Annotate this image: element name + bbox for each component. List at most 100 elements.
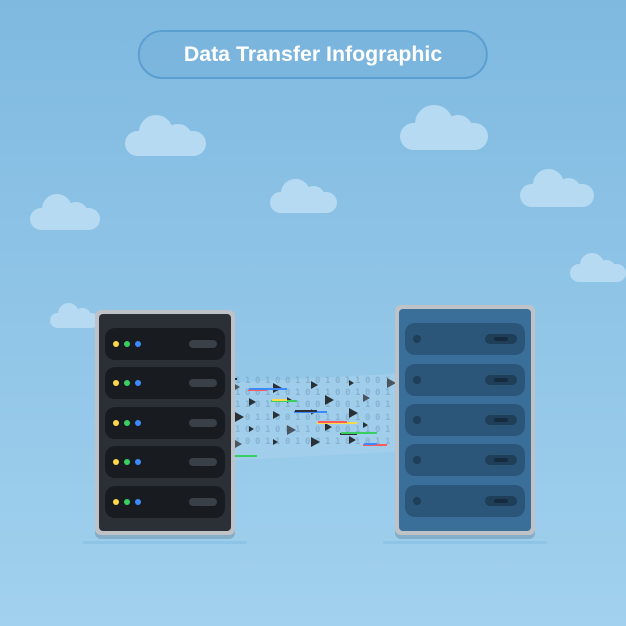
arrow-right-icon (235, 412, 244, 422)
binary-bit: 1 (295, 413, 300, 423)
data-stream: 0110100110101100100100110101100100110110… (225, 378, 405, 456)
binary-bit: 1 (385, 437, 390, 447)
server-bay (105, 486, 225, 518)
drive-slot-icon (485, 455, 517, 465)
binary-bit: 0 (245, 413, 250, 423)
status-led-icon (124, 341, 130, 347)
server-left-base (83, 541, 247, 544)
binary-bit: 1 (335, 437, 340, 447)
binary-bit: 1 (385, 388, 390, 398)
binary-bit: 1 (295, 437, 300, 447)
infographic-canvas: Data Transfer Infographic 01101001101011… (0, 0, 626, 626)
drive-handle-icon (189, 458, 217, 466)
binary-bit: 1 (255, 413, 260, 423)
binary-bit: 1 (235, 400, 240, 410)
binary-bit: 1 (385, 400, 390, 410)
binary-bit: 1 (235, 425, 240, 435)
binary-bit: 1 (385, 425, 390, 435)
binary-bit: 0 (275, 425, 280, 435)
cloud-icon (50, 300, 99, 328)
status-led-icon (124, 499, 130, 505)
binary-bit: 0 (245, 437, 250, 447)
data-streak (272, 399, 287, 401)
status-led-icon (113, 499, 119, 505)
binary-bit: 1 (245, 376, 250, 386)
binary-bit: 1 (295, 388, 300, 398)
status-led-icon (413, 456, 421, 464)
arrow-right-icon (249, 398, 256, 406)
drive-slot-icon (485, 334, 517, 344)
arrow-right-icon (235, 440, 242, 448)
drive-slot-icon (485, 496, 517, 506)
arrow-right-icon (325, 423, 332, 431)
arrow-right-icon (363, 422, 368, 428)
binary-bit: 0 (375, 400, 380, 410)
binary-bit: 0 (285, 413, 290, 423)
binary-bit: 1 (265, 376, 270, 386)
binary-bit: 0 (305, 437, 310, 447)
arrow-right-icon (349, 380, 354, 386)
binary-bit: 1 (365, 400, 370, 410)
server-bay (105, 446, 225, 478)
binary-bit: 0 (375, 413, 380, 423)
status-led-icon (113, 380, 119, 386)
led-group (113, 420, 141, 426)
status-led-icon (124, 420, 130, 426)
binary-bit: 1 (375, 437, 380, 447)
binary-bit: 0 (255, 376, 260, 386)
server-bay (405, 404, 525, 436)
data-streak (364, 443, 377, 445)
cloud-icon (400, 100, 488, 150)
binary-bit: 0 (275, 400, 280, 410)
server-bay (405, 485, 525, 517)
arrow-right-icon (363, 394, 370, 402)
server-bay (405, 444, 525, 476)
binary-bit: 1 (315, 388, 320, 398)
title-pill: Data Transfer Infographic (138, 30, 488, 79)
binary-bit: 0 (375, 376, 380, 386)
cloud-icon (270, 175, 337, 213)
server-bay (105, 328, 225, 360)
server-bay (105, 407, 225, 439)
cloud-icon (30, 190, 100, 230)
binary-bit: 0 (285, 437, 290, 447)
drive-handle-icon (189, 498, 217, 506)
binary-bit: 0 (315, 425, 320, 435)
binary-bit: 1 (355, 388, 360, 398)
arrow-right-icon (235, 384, 240, 390)
drive-handle-icon (189, 340, 217, 348)
binary-bit: 1 (355, 376, 360, 386)
status-led-icon (413, 376, 421, 384)
arrow-right-icon (311, 381, 318, 389)
cloud-icon (570, 250, 626, 282)
led-group (113, 499, 141, 505)
drive-handle-icon (189, 419, 217, 427)
arrow-right-icon (325, 395, 334, 405)
status-led-icon (135, 459, 141, 465)
status-led-icon (413, 416, 421, 424)
binary-bit: 1 (295, 400, 300, 410)
binary-bit: 0 (375, 388, 380, 398)
binary-bit: 0 (335, 388, 340, 398)
status-led-icon (113, 420, 119, 426)
arrow-right-icon (349, 436, 356, 444)
led-group (113, 341, 141, 347)
binary-bit: 0 (335, 376, 340, 386)
binary-bit: 0 (255, 425, 260, 435)
drive-handle-icon (189, 379, 217, 387)
binary-bit: 0 (305, 400, 310, 410)
status-led-icon (135, 499, 141, 505)
cloud-icon (125, 110, 206, 156)
arrow-right-icon (273, 411, 280, 419)
arrow-right-icon (349, 408, 358, 418)
led-group (113, 459, 141, 465)
binary-bit: 0 (365, 437, 370, 447)
led-group (113, 380, 141, 386)
arrow-right-icon (287, 425, 296, 435)
status-led-icon (413, 335, 421, 343)
binary-bit: 0 (305, 388, 310, 398)
server-inner (99, 314, 231, 531)
server-bay (405, 323, 525, 355)
binary-bit: 0 (335, 400, 340, 410)
title-text: Data Transfer Infographic (184, 42, 442, 66)
